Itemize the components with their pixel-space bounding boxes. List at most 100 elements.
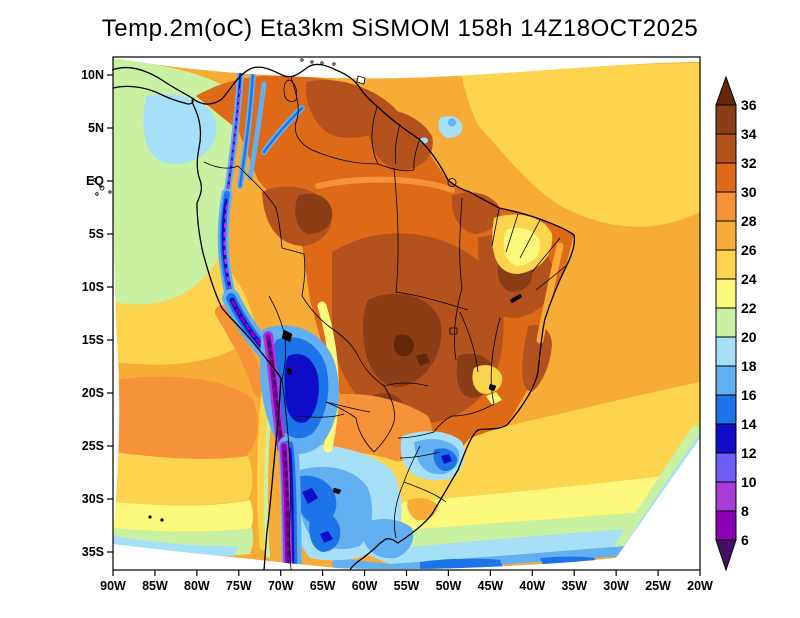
y-tick-label: 25S — [82, 439, 104, 453]
satl-green-band — [330, 508, 700, 552]
colorbar-label: 24 — [741, 271, 757, 287]
y-tick-label: 5N — [88, 121, 104, 135]
y-tick-label: 30S — [82, 492, 104, 506]
colorbar: 36 34 32 30 28 26 24 22 20 18 16 14 12 10 8 6 — [715, 75, 757, 572]
border-line — [505, 213, 519, 253]
x-tick-label: 50W — [436, 579, 462, 593]
colorbar-label: 20 — [741, 329, 757, 345]
andes-col-core2 — [238, 70, 255, 188]
chile-coast-yellow — [257, 387, 271, 551]
colorbar-segment — [715, 423, 737, 454]
border-line — [491, 208, 500, 247]
border-line — [399, 451, 441, 459]
sandes-darkviolet — [283, 450, 291, 568]
border-line — [394, 123, 401, 165]
andes-ecuador-purple — [223, 204, 233, 294]
ocean-w-orange — [113, 376, 258, 459]
border-line — [413, 137, 421, 171]
island — [99, 185, 105, 191]
y-tick-label: 5S — [89, 227, 104, 241]
rust-guyana — [366, 109, 433, 170]
x-tick-label: 45W — [478, 579, 504, 593]
border-line — [395, 291, 469, 311]
lake-maracaibo — [283, 79, 298, 102]
colorbar-segment — [715, 452, 737, 483]
colorbar-segment — [715, 104, 737, 135]
chile-coast-green — [263, 418, 271, 558]
x-tick-label: 90W — [100, 579, 126, 593]
x-tick-label: 40W — [519, 579, 545, 593]
lake — [286, 367, 293, 376]
colorbar-label: 22 — [741, 300, 757, 316]
andes-col-purple-specks — [226, 88, 242, 192]
border-line — [531, 237, 561, 273]
x-tick-label: 60W — [352, 579, 378, 593]
y-tick-label: 10N — [81, 68, 104, 82]
island — [148, 515, 152, 519]
ocean-sw-pale — [113, 500, 254, 532]
colorbar-label: 14 — [741, 416, 757, 432]
colorbar-segment — [715, 133, 737, 164]
colorbar-segment — [715, 162, 737, 193]
colorbar-under-arrow — [715, 539, 737, 572]
colorbar-segment — [715, 336, 737, 367]
border-line — [281, 247, 306, 297]
ocean-w-yellow — [113, 258, 256, 365]
border-line — [535, 265, 567, 291]
border-line — [403, 481, 447, 503]
border-line — [371, 106, 379, 165]
argentina-navy-1 — [302, 488, 318, 504]
colorbar-segment — [715, 481, 737, 512]
colorbar-label: 12 — [741, 445, 757, 461]
island — [108, 190, 112, 194]
colorbar-label: 16 — [741, 387, 757, 403]
colorbar-label: 28 — [741, 213, 757, 229]
border-line — [333, 329, 385, 387]
andes-col-branch3 — [247, 81, 267, 181]
coastline — [191, 97, 282, 571]
darkest-core-2 — [416, 353, 430, 366]
border-line — [393, 167, 399, 293]
island — [95, 192, 99, 196]
x-tick-label: 75W — [226, 579, 252, 593]
uruguay-amber-patch — [407, 498, 438, 521]
border-line — [403, 445, 421, 483]
east-coast-amber — [536, 242, 564, 344]
border-line — [454, 287, 463, 361]
coastline — [112, 85, 194, 105]
argentina-navy-2 — [320, 531, 333, 543]
border-line — [459, 197, 463, 289]
sbrazil-navy — [441, 454, 452, 464]
colorbar-label: 32 — [741, 155, 757, 171]
x-tick-label: 35W — [561, 579, 587, 593]
border-line — [281, 379, 292, 571]
x-tick-label: 80W — [184, 579, 210, 593]
ocean-topright-yellow — [458, 60, 700, 227]
x-tick-label: 85W — [142, 579, 168, 593]
ocean-sw-yellow — [113, 452, 253, 506]
x-tick-label: 55W — [394, 579, 420, 593]
lake — [332, 487, 342, 495]
y-tick-label: EQ — [86, 174, 104, 188]
geography — [93, 58, 576, 571]
x-tick-label: 25W — [645, 579, 671, 593]
border-line — [383, 382, 429, 387]
colorbar-label: 18 — [741, 358, 757, 374]
x-tick-label: 30W — [603, 579, 629, 593]
satl-edge-green — [613, 425, 700, 555]
axes: 90W 85W 80W 75W 70W 65W 60W 55W 50W 45W 40W 35W 30W 2… — [81, 56, 713, 593]
colorbar-label: 6 — [741, 532, 749, 548]
altiplano-darkviolet — [267, 340, 284, 446]
border-line — [203, 161, 239, 169]
lake — [281, 329, 293, 343]
rust-bahia-coast — [522, 324, 552, 392]
colorbar-label: 26 — [741, 242, 757, 258]
island — [93, 178, 97, 182]
colorbar-segment — [715, 307, 737, 338]
border-line — [519, 219, 541, 259]
border-line — [433, 403, 495, 433]
lake — [488, 383, 497, 392]
ocean-nw-cyan — [143, 94, 217, 165]
